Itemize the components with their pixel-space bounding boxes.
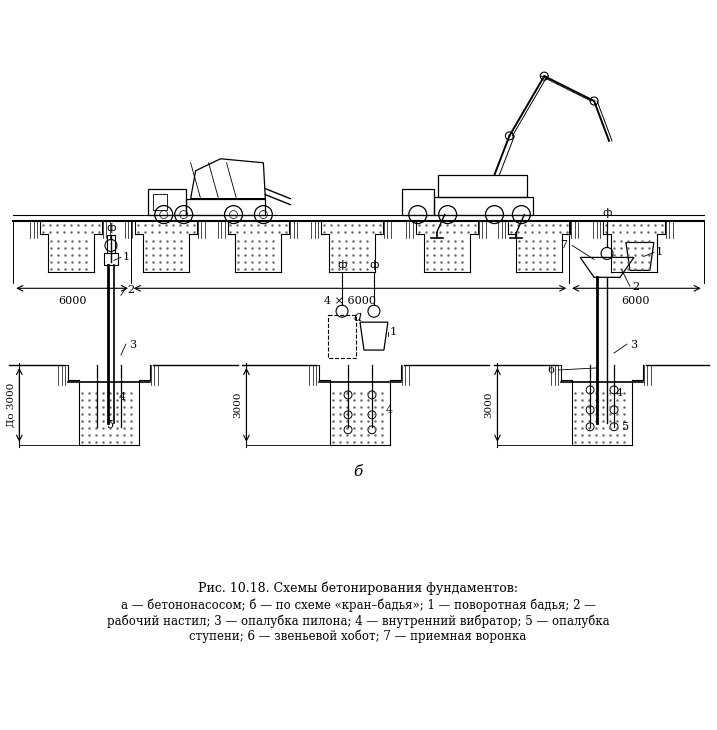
Bar [437,174,527,196]
Text: 4: 4 [386,405,393,415]
Text: 6000: 6000 [58,296,86,307]
Circle shape [505,132,513,140]
Text: ф: ф [369,261,379,270]
Text: 3000: 3000 [234,391,242,418]
Text: До 3000: До 3000 [6,383,15,427]
Text: 6000: 6000 [622,296,650,307]
Text: 7: 7 [560,240,567,250]
Text: 1: 1 [656,247,663,258]
Text: 2: 2 [127,285,134,296]
Text: 1: 1 [123,253,130,262]
Bar [153,193,167,210]
Text: Рис. 10.18. Схемы бетонирования фундаментов:: Рис. 10.18. Схемы бетонирования фундамен… [198,581,518,595]
Text: 4 × 6000: 4 × 6000 [324,296,376,307]
Bar [148,188,186,215]
Text: рабочий настил; 3 — опалубка пилона; 4 — внутренний вибратор; 5 — опалубка: рабочий настил; 3 — опалубка пилона; 4 —… [107,614,609,628]
Text: ступени; 6 — звеньевой хобот; 7 — приемная воронка: ступени; 6 — звеньевой хобот; 7 — приемн… [189,630,526,643]
Text: 1: 1 [390,327,397,337]
Text: 3: 3 [129,340,136,350]
Text: а — бетононасосом; б — по схеме «кран–бадья»; 1 — поворотная бадья; 2 —: а — бетононасосом; б — по схеме «кран–ба… [120,598,596,612]
Text: ф: ф [602,207,612,218]
Text: 5: 5 [622,422,629,431]
Bar [186,199,265,215]
Bar [434,196,533,215]
Text: 4: 4 [616,388,623,398]
Bar [107,236,115,253]
Text: 4: 4 [119,392,126,402]
Text: 6: 6 [547,365,554,375]
Bar [104,253,118,266]
Text: ф: ф [337,261,347,270]
Text: ф: ф [106,223,115,233]
Circle shape [590,97,598,105]
Text: 2: 2 [632,283,639,292]
Bar [402,188,434,215]
Text: 3000: 3000 [485,391,493,418]
Text: б: б [353,464,363,479]
Circle shape [541,72,549,80]
Text: 5: 5 [107,420,114,430]
Text: а: а [354,310,362,324]
Text: 3: 3 [630,340,637,350]
